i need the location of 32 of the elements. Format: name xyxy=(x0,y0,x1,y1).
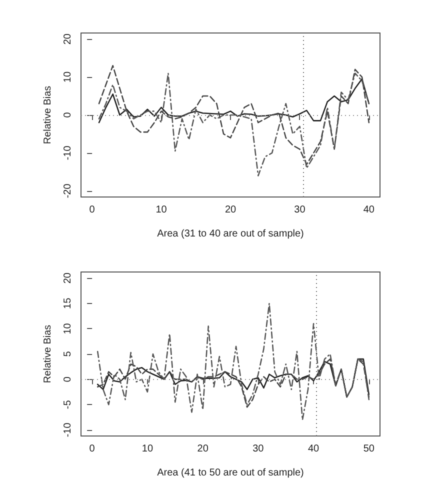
y-tick-label: 15 xyxy=(62,297,74,309)
line-series xyxy=(96,358,370,408)
y-tick-label: -10 xyxy=(62,145,74,160)
y-tick-label: -10 xyxy=(62,422,74,438)
x-tick-label: 10 xyxy=(142,444,154,454)
y-tick-label: 10 xyxy=(62,322,74,334)
line-series xyxy=(98,65,370,165)
x-tick-label: 0 xyxy=(89,444,96,454)
x-tick-label: 30 xyxy=(252,444,264,454)
x-tick-label: 20 xyxy=(197,444,209,454)
y-tick-label: 0 xyxy=(62,376,74,382)
x-tick-label: 50 xyxy=(363,444,375,454)
y-tick-label: 10 xyxy=(62,71,74,83)
y-axis-title: Relative Bias xyxy=(42,324,54,384)
line-series xyxy=(96,302,370,420)
x-tick-label: 20 xyxy=(224,204,236,216)
x-axis-title: Area (31 to 40 are out of sample) xyxy=(157,228,304,240)
line-series xyxy=(98,72,370,176)
y-tick-label: 5 xyxy=(62,350,74,357)
y-tick-label: -5 xyxy=(62,400,74,410)
y-tick-label: -20 xyxy=(62,183,74,198)
y-axis-title: Relative Bias xyxy=(42,86,54,144)
x-tick-label: 0 xyxy=(89,204,96,216)
x-tick-label: 10 xyxy=(156,204,168,216)
x-tick-label: 30 xyxy=(294,204,306,216)
x-axis-title: Area (41 to 50 are out of sample) xyxy=(157,468,304,478)
x-tick-label: 40 xyxy=(363,204,375,216)
x-tick-label: 40 xyxy=(308,444,320,454)
y-tick-label: 20 xyxy=(62,33,74,45)
y-tick-label: 20 xyxy=(62,272,74,284)
y-tick-label: 0 xyxy=(62,112,74,118)
line-series xyxy=(98,78,370,124)
